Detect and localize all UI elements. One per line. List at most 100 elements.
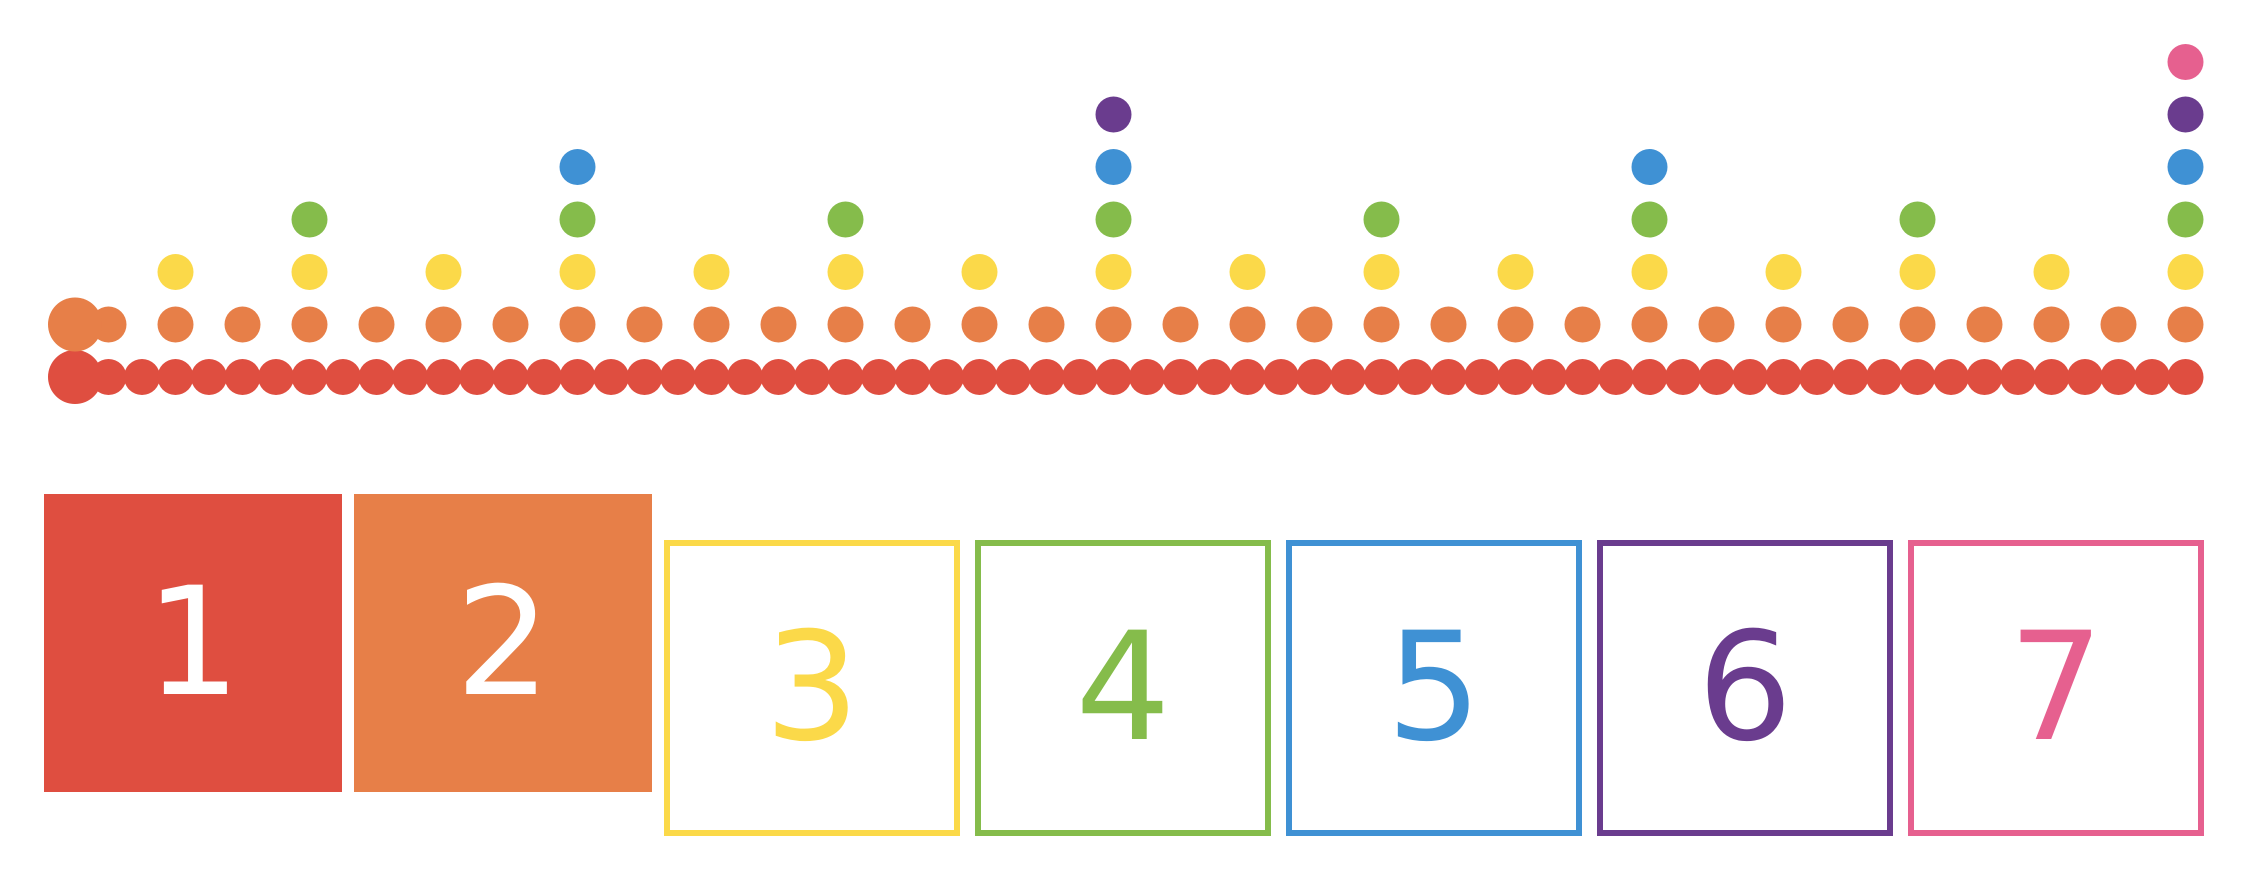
dot-level-1 (1799, 359, 1835, 395)
dot-level-2 (1564, 306, 1601, 343)
tile-2-label: 2 (455, 556, 551, 730)
tile-1-label: 1 (145, 556, 241, 730)
dot-level-1 (1028, 359, 1065, 395)
dot-level-1 (124, 359, 160, 395)
dot-level-4 (559, 201, 596, 238)
dot-level-1 (1497, 359, 1534, 395)
dot-level-3 (291, 254, 328, 290)
dot-level-3 (961, 254, 998, 290)
dot-level-1 (660, 359, 696, 395)
dot-level-1 (325, 359, 361, 395)
dot-level-2 (2033, 306, 2070, 343)
dot-level-3 (1765, 254, 1802, 290)
dot-level-4 (291, 201, 328, 238)
tile-4-label: 4 (1075, 601, 1171, 775)
dot-level-6 (1095, 96, 1132, 133)
tile-4[interactable]: 4 (975, 540, 1271, 836)
dot-level-3 (693, 254, 730, 290)
dot-level-2 (1363, 306, 1400, 343)
dot-level-2 (224, 306, 261, 343)
dot-level-1 (258, 359, 294, 395)
dot-level-1 (928, 359, 964, 395)
dot-level-2 (1430, 306, 1467, 343)
tile-5-label: 5 (1386, 601, 1482, 775)
dot-level-5 (1631, 149, 1668, 185)
dot-level-1 (861, 359, 897, 395)
dot-level-1 (827, 359, 864, 395)
dot-level-1 (1832, 359, 1869, 395)
dot-level-3 (2167, 254, 2204, 290)
dot-level-1 (459, 359, 495, 395)
dot-level-1 (1430, 359, 1467, 395)
dot-level-1 (392, 359, 428, 395)
dot-level-1 (224, 359, 261, 395)
dot-level-5 (559, 149, 596, 185)
dot-level-4 (1899, 201, 1936, 238)
dot-row-start-marker (48, 350, 102, 404)
tile-3[interactable]: 3 (664, 540, 960, 836)
dot-level-2 (1832, 306, 1869, 343)
dot-level-3 (157, 254, 194, 290)
dot-level-2 (1966, 306, 2003, 343)
dot-level-1 (794, 359, 830, 395)
tile-2[interactable]: 2 (354, 494, 652, 792)
dot-level-2 (358, 306, 395, 343)
dot-level-1 (1564, 359, 1601, 395)
tile-6-label: 6 (1697, 601, 1793, 775)
dot-level-2 (492, 306, 529, 343)
dot-level-3 (425, 254, 462, 290)
dot-level-4 (827, 201, 864, 238)
dot-level-1 (2067, 359, 2103, 395)
dot-level-1 (2167, 359, 2204, 395)
dot-level-1 (693, 359, 730, 395)
dot-level-4 (1095, 201, 1132, 238)
dot-level-1 (894, 359, 931, 395)
dot-level-2 (2167, 306, 2204, 343)
tile-6[interactable]: 6 (1597, 540, 1893, 836)
dot-level-3 (827, 254, 864, 290)
dot-level-3 (1229, 254, 1266, 290)
dot-level-1 (1062, 359, 1098, 395)
dot-level-2 (1765, 306, 1802, 343)
tile-3-label: 3 (764, 601, 860, 775)
dot-level-4 (2167, 201, 2204, 238)
dot-level-2 (1497, 306, 1534, 343)
dot-level-1 (1363, 359, 1400, 395)
dot-level-1 (1598, 359, 1634, 395)
dot-level-2 (2100, 306, 2137, 343)
dot-level-1 (1263, 359, 1299, 395)
dot-level-4 (1363, 201, 1400, 238)
dot-level-1 (2100, 359, 2137, 395)
tile-5[interactable]: 5 (1286, 540, 1582, 836)
dot-level-2 (157, 306, 194, 343)
dot-level-1 (425, 359, 462, 395)
dot-level-5 (2167, 149, 2204, 185)
dot-level-1 (2000, 359, 2036, 395)
dot-level-3 (1899, 254, 1936, 290)
dot-level-1 (1229, 359, 1266, 395)
dot-level-1 (1397, 359, 1433, 395)
dot-level-2 (1095, 306, 1132, 343)
tile-7-label: 7 (2008, 601, 2104, 775)
dot-level-1 (1899, 359, 1936, 395)
dot-level-2 (1296, 306, 1333, 343)
dot-level-1 (1732, 359, 1768, 395)
dot-level-2 (894, 306, 931, 343)
dot-level-1 (760, 359, 797, 395)
dot-level-1 (1631, 359, 1668, 395)
dot-level-1 (1765, 359, 1802, 395)
dot-level-4 (1631, 201, 1668, 238)
tile-1[interactable]: 1 (44, 494, 342, 792)
dot-level-1 (526, 359, 562, 395)
tile-7[interactable]: 7 (1908, 540, 2204, 836)
dot-level-1 (1162, 359, 1199, 395)
dot-level-1 (995, 359, 1031, 395)
dot-level-1 (291, 359, 328, 395)
dot-level-2 (1698, 306, 1735, 343)
dot-level-1 (2033, 359, 2070, 395)
dot-level-1 (1330, 359, 1366, 395)
dot-level-2 (1162, 306, 1199, 343)
dot-level-2 (693, 306, 730, 343)
dot-level-1 (358, 359, 395, 395)
